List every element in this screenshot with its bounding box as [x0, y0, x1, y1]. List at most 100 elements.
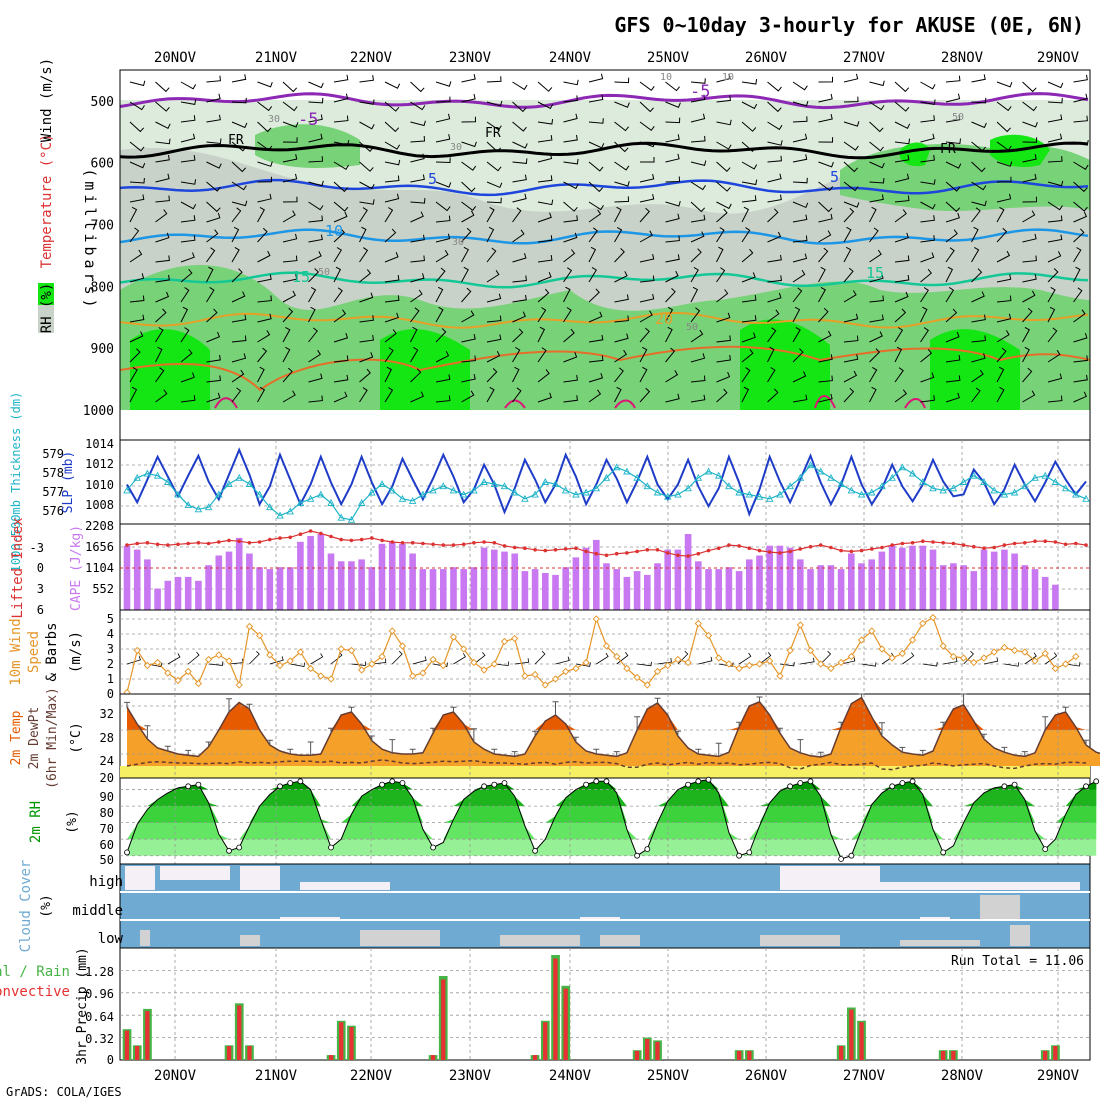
wind-barb	[461, 390, 475, 403]
wind10m-point	[153, 658, 162, 667]
wind-barb	[155, 209, 168, 223]
cloud-fraction-block	[760, 935, 840, 946]
wind-barb	[155, 232, 170, 243]
wind-barb	[512, 253, 527, 263]
thickness-point	[561, 486, 570, 494]
wind-barb	[843, 226, 852, 243]
temp2m-ylabel-line: 2m DewPt	[27, 707, 42, 770]
precip-bars	[122, 955, 1060, 1060]
wind-barb	[359, 335, 374, 343]
wind-barb	[716, 201, 732, 210]
contour-label: 5	[830, 168, 839, 186]
thickness-point	[878, 482, 886, 490]
temp-minmax-bar	[144, 725, 151, 739]
wind-barb	[512, 174, 527, 183]
thickness-line	[126, 464, 1087, 521]
wind-barb	[614, 181, 630, 187]
cloud-fraction-block	[880, 882, 1080, 890]
isotherm-5	[120, 178, 1089, 197]
wind-barb	[996, 250, 1011, 263]
cape-bar	[817, 565, 824, 610]
cape-bar	[195, 580, 202, 610]
cloud-fraction-block	[360, 930, 440, 946]
cape-bar	[552, 574, 559, 610]
wind-barb	[894, 173, 910, 183]
wind-barb	[1073, 309, 1086, 323]
wind-barb	[639, 141, 656, 148]
wind-barb	[945, 93, 961, 103]
wind-barb	[1073, 181, 1088, 193]
wind-barb	[435, 306, 444, 323]
temp-minmax-bar	[511, 751, 518, 757]
wind-barb	[741, 348, 754, 363]
rh2m-point	[430, 844, 437, 851]
wind-barb	[920, 287, 929, 303]
wind-barb	[461, 333, 476, 343]
wind-barb	[665, 393, 680, 403]
wind-barb	[614, 206, 622, 223]
wind-barb	[410, 211, 424, 223]
temp2m-axis: 32 28 24 20	[100, 707, 114, 785]
cape-bar	[174, 576, 182, 610]
wind-barb	[792, 371, 807, 383]
wind-barb	[1073, 161, 1089, 170]
wind-barb	[410, 120, 426, 127]
wind-barb	[129, 177, 145, 184]
thickness-point	[653, 488, 662, 496]
wind-barb	[665, 235, 680, 243]
wind-barb	[563, 95, 578, 103]
cloud-fraction-block	[125, 866, 155, 890]
rh-green-left	[255, 124, 360, 168]
li-ylabel: Lifted Index	[10, 517, 26, 618]
rh2m-point	[226, 847, 232, 854]
rh2m-markers	[124, 776, 1100, 862]
wind-barb	[384, 329, 397, 343]
wind10m-point	[255, 631, 264, 640]
wind-barb	[537, 272, 552, 283]
wind-barb	[665, 81, 680, 92]
thickness-point	[1010, 488, 1019, 496]
wind10m-point	[847, 652, 855, 661]
cape-tick: 1104	[85, 561, 114, 575]
wind-barb	[231, 200, 248, 207]
wind-barb	[1073, 247, 1082, 263]
wind-barb	[461, 93, 476, 103]
li-point	[166, 543, 170, 547]
li-tick: -3	[30, 541, 44, 555]
li-point	[614, 551, 619, 556]
precip-convective-bar	[737, 1050, 742, 1060]
wind-barb	[996, 101, 1012, 112]
wind-barb	[716, 119, 732, 126]
wind-barb	[563, 113, 578, 123]
thickness-point	[235, 473, 243, 481]
wind-barb	[206, 181, 221, 192]
wind-barb	[410, 153, 425, 163]
wind-barb	[206, 308, 218, 323]
wind-barb	[384, 207, 394, 223]
wind-barb	[461, 373, 476, 383]
precip-convective-bar	[839, 1046, 844, 1060]
wind-barb	[563, 328, 575, 343]
wind-barb	[894, 195, 910, 203]
rh2m-band	[127, 779, 1097, 807]
wind10m-barb	[433, 662, 448, 667]
wind-barb	[308, 133, 323, 143]
temp-minmax-bar	[695, 748, 702, 754]
wind-barb	[537, 135, 553, 143]
wind-barb	[180, 252, 195, 263]
wind-barb	[231, 74, 247, 83]
wind-barb	[614, 294, 629, 303]
wind-barb	[971, 121, 987, 129]
pressure-tick: 500	[91, 95, 114, 110]
temp-minmax-bar	[1021, 751, 1028, 757]
li-point	[921, 539, 925, 543]
li-point	[533, 548, 537, 552]
wind-barb	[359, 161, 374, 172]
wind-barb	[1022, 274, 1037, 283]
wind-barb	[435, 233, 451, 243]
wind-barb	[333, 93, 349, 103]
wind-barb	[792, 235, 808, 243]
wind-barb	[894, 346, 903, 363]
wind-barb	[767, 231, 782, 243]
wind-barb	[639, 253, 655, 263]
